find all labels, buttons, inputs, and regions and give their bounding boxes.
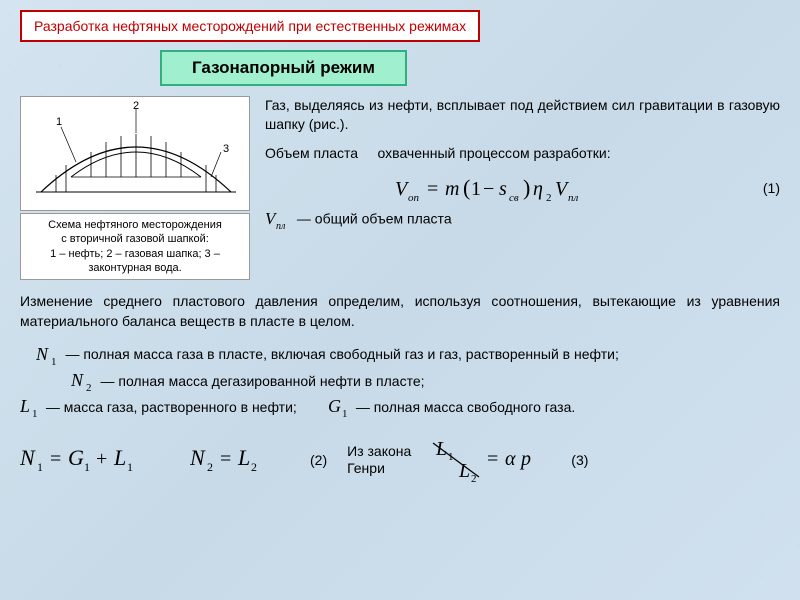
reservoir-diagram: 1 2 3 (20, 96, 250, 211)
def-l1-g1: L 1 — масса газа, растворенного в нефти;… (20, 396, 780, 419)
svg-text:): ) (523, 175, 530, 200)
svg-text:η: η (533, 178, 543, 200)
svg-text:1: 1 (471, 178, 481, 200)
svg-text:1: 1 (37, 460, 43, 474)
diagram-label-3: 3 (223, 143, 229, 155)
svg-text:−: − (483, 178, 494, 200)
symbol-l1: L 1 (20, 397, 42, 419)
svg-text:+: + (96, 448, 107, 470)
svg-text:s: s (499, 178, 507, 200)
subtitle-box: Газонапорный режим (160, 50, 407, 86)
svg-text:N: N (36, 345, 49, 364)
formula-2a: N 1 = G 1 + L 1 (20, 445, 170, 475)
svg-text:2: 2 (251, 460, 257, 474)
svg-text:оп: оп (408, 192, 420, 204)
svg-text:p: p (519, 448, 531, 470)
svg-text:1: 1 (51, 356, 57, 367)
subtitle: Газонапорный режим (192, 58, 375, 77)
caption-l3: 1 – нефть; 2 – газовая шапка; 3 – законт… (27, 247, 243, 276)
svg-text:(: ( (463, 175, 470, 200)
paragraph-2: Объем пласта охваченный процессом разраб… (265, 144, 780, 163)
svg-text:N: N (20, 445, 36, 470)
svg-text:α: α (505, 448, 516, 470)
svg-text:G: G (328, 397, 341, 416)
svg-text:=: = (220, 448, 231, 470)
svg-text:2: 2 (207, 460, 213, 474)
svg-text:св: св (509, 192, 519, 204)
diagram-caption: Схема нефтяного месторождения с вторично… (20, 213, 250, 280)
svg-text:1: 1 (342, 408, 348, 419)
svg-text:m: m (445, 178, 459, 200)
svg-text:=: = (487, 448, 498, 470)
svg-text:2: 2 (546, 192, 552, 204)
svg-text:L: L (237, 445, 250, 470)
svg-text:G: G (68, 445, 84, 470)
svg-text:N: N (190, 445, 206, 470)
def-n2: N 2 — полная масса дегазированной нефти … (20, 370, 780, 393)
svg-text:пл: пл (568, 192, 579, 204)
eq-num-3: (3) (571, 452, 588, 468)
diagram-label-2: 2 (133, 100, 139, 112)
svg-text:L: L (458, 460, 470, 482)
svg-text:2: 2 (86, 382, 92, 393)
svg-text:1: 1 (127, 460, 133, 474)
svg-text:L: L (113, 445, 126, 470)
symbol-g1: G 1 (328, 397, 352, 419)
formula-3: L 1 L 2 = α p (431, 437, 551, 483)
svg-text:=: = (427, 178, 438, 200)
symbol-vpl: V пл (265, 209, 293, 231)
caption-l2: с вторичной газовой шапкой: (27, 232, 243, 246)
paragraph-3: Изменение среднего пластового давления о… (20, 292, 780, 331)
svg-text:N: N (71, 371, 84, 390)
header-title-box: Разработка нефтяных месторождений при ес… (20, 10, 480, 42)
header-title: Разработка нефтяных месторождений при ес… (34, 18, 466, 34)
eq-num-2: (2) (310, 452, 327, 468)
diagram-label-1: 1 (56, 116, 62, 128)
symbol-n2: N 2 (71, 371, 97, 393)
formula-1: V оп = m ( 1 − s св ) η 2 V пл (395, 173, 625, 205)
svg-text:L: L (20, 397, 30, 416)
def-n1: N 1 — полная масса газа в пласте, включа… (20, 343, 780, 366)
symbol-n1: N 1 (36, 345, 62, 367)
vpl-desc-row: V пл — общий объем пласта (265, 209, 780, 231)
svg-text:2: 2 (471, 473, 477, 483)
henry-label: Из законаГенри (347, 443, 411, 477)
eq-num-1: (1) (763, 179, 780, 198)
svg-text:1: 1 (32, 408, 38, 419)
paragraph-1: Газ, выделяясь из нефти, всплывает под д… (265, 96, 780, 134)
caption-l1: Схема нефтяного месторождения (27, 218, 243, 232)
svg-text:1: 1 (84, 460, 90, 474)
svg-text:=: = (50, 448, 61, 470)
formula-2b: N 2 = L 2 (190, 445, 290, 475)
svg-text:пл: пл (276, 221, 286, 231)
